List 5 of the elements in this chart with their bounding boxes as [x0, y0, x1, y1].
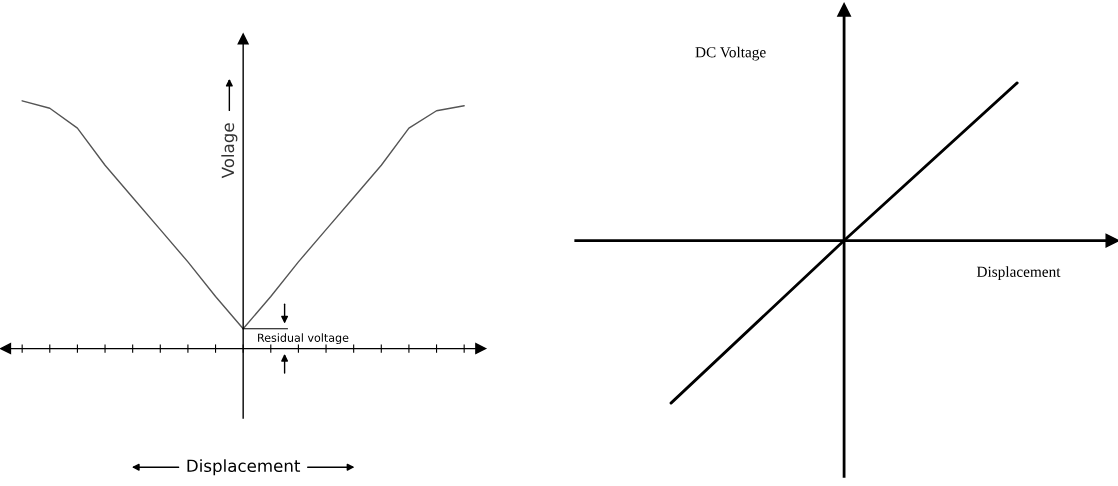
annotation: Residual voltage [258, 333, 349, 345]
y-axis-title: DC Voltage [695, 46, 766, 61]
y-axis-title: Volage [221, 123, 238, 179]
x-axis-title: Displacement [976, 266, 1061, 280]
x-axis-title: Displacement [187, 459, 301, 476]
